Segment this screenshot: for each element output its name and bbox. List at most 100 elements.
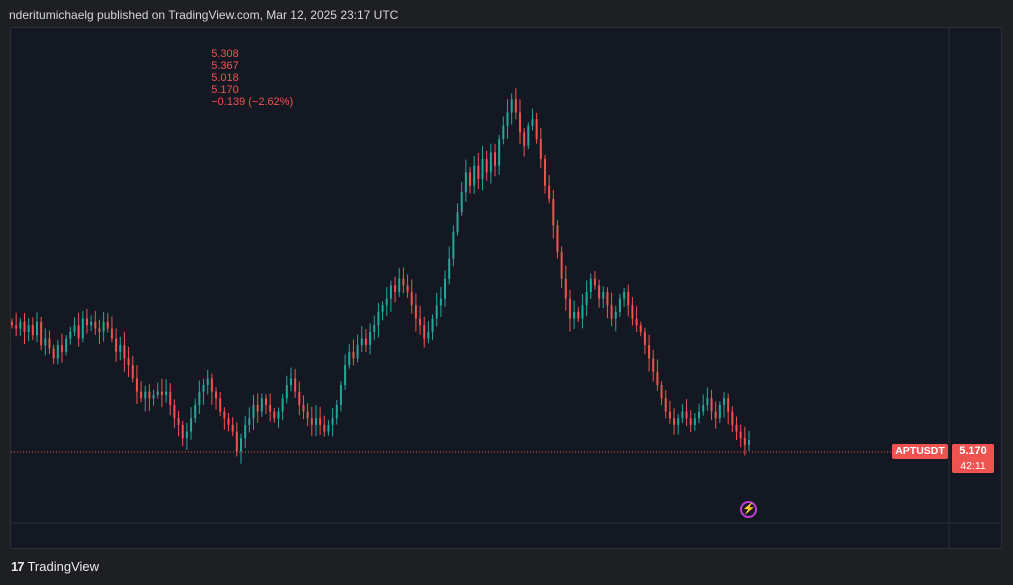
candle-body bbox=[606, 291, 609, 306]
candle-body bbox=[581, 305, 584, 319]
candle-body bbox=[302, 404, 305, 412]
candle-body bbox=[677, 418, 680, 425]
candle-body bbox=[169, 391, 172, 405]
candle-body bbox=[27, 325, 30, 332]
candle-body bbox=[664, 398, 667, 412]
candle-body bbox=[335, 404, 338, 419]
candle-body bbox=[589, 278, 592, 292]
candle-body bbox=[331, 418, 334, 425]
candle-body bbox=[660, 385, 663, 399]
candle-body bbox=[718, 404, 721, 419]
candle-body bbox=[593, 278, 596, 286]
candle-body bbox=[215, 391, 218, 399]
candle-body bbox=[510, 99, 513, 113]
candle-body bbox=[160, 391, 163, 395]
candle-body bbox=[194, 404, 197, 419]
candle-body bbox=[281, 398, 284, 412]
candle-body bbox=[44, 338, 47, 346]
candle-body bbox=[156, 391, 159, 395]
candle-body bbox=[177, 418, 180, 425]
candle-body bbox=[240, 438, 243, 452]
candle-body bbox=[452, 232, 455, 259]
candle-body bbox=[448, 258, 451, 279]
candle-body bbox=[639, 325, 642, 332]
candle-body bbox=[585, 291, 588, 306]
candle-body bbox=[410, 291, 413, 306]
candle-body bbox=[681, 411, 684, 419]
candle-body bbox=[556, 225, 559, 253]
candle-body bbox=[635, 318, 638, 326]
candle-body bbox=[252, 404, 255, 419]
candle-series bbox=[11, 88, 750, 464]
candle-body bbox=[394, 285, 397, 292]
candle-body bbox=[65, 338, 68, 352]
candle-body bbox=[60, 345, 63, 352]
candle-body bbox=[419, 318, 422, 326]
candle-body bbox=[618, 298, 621, 312]
candle-body bbox=[527, 125, 530, 146]
candle-body bbox=[131, 365, 134, 379]
candle-body bbox=[631, 305, 634, 319]
candle-body bbox=[398, 278, 401, 292]
candle-body bbox=[244, 424, 247, 439]
candle-body bbox=[248, 418, 251, 425]
candle-body bbox=[602, 291, 605, 299]
footer-branding[interactable]: 17 TradingView bbox=[11, 558, 99, 576]
candle-body bbox=[181, 424, 184, 439]
chart-pane[interactable]: 5.308 5.367 5.018 5.170 −0.139 (−2.62%) … bbox=[10, 27, 1002, 549]
candle-body bbox=[219, 398, 222, 412]
candle-body bbox=[264, 398, 267, 405]
candle-body bbox=[656, 371, 659, 386]
tradingview-logo-icon: 17 bbox=[11, 559, 25, 574]
candle-body bbox=[485, 159, 488, 173]
candle-body bbox=[289, 378, 292, 386]
candle-body bbox=[710, 398, 713, 412]
lightning-bolt-icon[interactable]: ⚡ bbox=[740, 501, 757, 518]
candle-body bbox=[23, 321, 26, 332]
candle-body bbox=[31, 325, 34, 336]
candle-body bbox=[714, 411, 717, 419]
candle-body bbox=[210, 378, 213, 392]
candle-body bbox=[389, 285, 392, 299]
candle-body bbox=[518, 112, 521, 133]
candlestick-chart[interactable] bbox=[11, 28, 1002, 549]
candle-body bbox=[77, 325, 80, 339]
candle-body bbox=[144, 391, 147, 399]
candle-body bbox=[431, 318, 434, 332]
candle-body bbox=[723, 398, 726, 405]
candle-body bbox=[198, 391, 201, 405]
candle-body bbox=[344, 365, 347, 386]
candle-body bbox=[148, 391, 151, 399]
candle-body bbox=[48, 338, 51, 349]
candle-body bbox=[460, 192, 463, 213]
candle-body bbox=[256, 404, 259, 412]
candle-body bbox=[364, 338, 367, 346]
candle-body bbox=[102, 321, 105, 332]
candle-body bbox=[227, 418, 230, 425]
candle-body bbox=[652, 358, 655, 372]
candle-body bbox=[735, 424, 738, 432]
candle-body bbox=[598, 285, 601, 299]
candle-body bbox=[473, 165, 476, 186]
candle-body bbox=[464, 172, 467, 193]
candle-body bbox=[377, 311, 380, 326]
candle-body bbox=[414, 305, 417, 319]
candle-body bbox=[369, 331, 372, 346]
candle-body bbox=[748, 440, 750, 445]
candle-body bbox=[260, 398, 263, 412]
ohlc-low: 5.018 bbox=[211, 72, 239, 84]
candle-body bbox=[444, 278, 447, 299]
candle-body bbox=[739, 431, 742, 439]
candle-body bbox=[314, 418, 317, 425]
candle-body bbox=[310, 418, 313, 425]
candle-body bbox=[731, 411, 734, 425]
candle-body bbox=[673, 418, 676, 425]
candle-body bbox=[190, 418, 193, 432]
candle-body bbox=[439, 298, 442, 306]
candle-body bbox=[56, 345, 59, 359]
candle-body bbox=[514, 99, 517, 113]
candle-body bbox=[435, 305, 438, 319]
candle-body bbox=[231, 424, 234, 432]
candle-body bbox=[456, 212, 459, 233]
candle-body bbox=[648, 345, 651, 359]
